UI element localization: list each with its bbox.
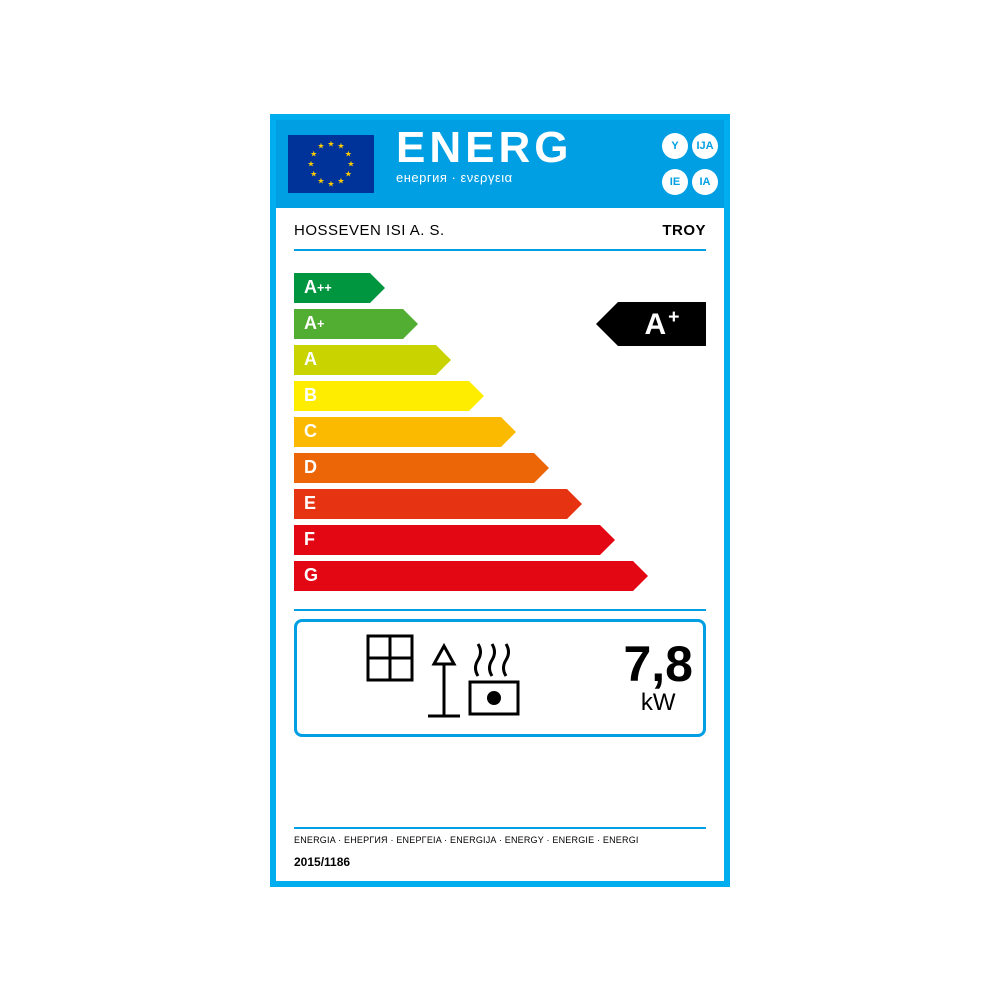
scale-row: G: [294, 561, 706, 591]
lang-badge: IJA: [692, 133, 718, 159]
scale-class-label: G: [294, 561, 633, 591]
scale-class-label: D: [294, 453, 534, 483]
energ-subtitle: енергия · ενεργεια: [396, 170, 646, 185]
output-number: 7,8: [623, 639, 693, 689]
lang-badge: Y: [662, 133, 688, 159]
scale-class-label: A+: [294, 309, 403, 339]
scale-class-label: C: [294, 417, 501, 447]
rating-value: A+: [644, 306, 679, 342]
scale-class-label: A++: [294, 273, 370, 303]
model-name: TROY: [662, 222, 706, 239]
lang-badge: IA: [692, 169, 718, 195]
heater-pictograms: [307, 622, 595, 734]
regulation-number: 2015/1186: [294, 849, 706, 869]
output-value-block: 7,8 kW: [623, 639, 693, 717]
supplier-row: HOSSEVEN ISI A. S. TROY: [294, 208, 706, 249]
heater-icon: [366, 634, 536, 720]
eu-flag: ★★★★★★★★★★★★: [288, 135, 374, 193]
scale-class-label: B: [294, 381, 469, 411]
lang-badge: IE: [662, 169, 688, 195]
scale-class-label: A: [294, 345, 436, 375]
rating-pointer: A+: [618, 302, 706, 346]
scale-row: C: [294, 417, 706, 447]
scale-row: A: [294, 345, 706, 375]
heat-output-box: 7,8 kW: [294, 619, 706, 737]
scale-row: A++: [294, 273, 706, 303]
scale-row: B: [294, 381, 706, 411]
energy-label: ★★★★★★★★★★★★ ENERG енергия · ενεργεια YI…: [270, 114, 730, 887]
divider-mid: [294, 609, 706, 611]
lang-badges: YIJAIEIA: [656, 120, 724, 208]
scale-class-label: E: [294, 489, 567, 519]
scale-row: D: [294, 453, 706, 483]
output-unit: kW: [623, 689, 693, 717]
footer-langs: ENERGIA · ЕНЕРГИЯ · ΕΝΕΡΓΕΙΑ · ENERGIJA …: [294, 827, 706, 849]
spacer: [294, 737, 706, 827]
efficiency-scale: A++ A+ ABCDEFG A+: [294, 251, 706, 609]
energ-title: ENERG: [396, 126, 646, 170]
scale-row: F: [294, 525, 706, 555]
label-header: ★★★★★★★★★★★★ ENERG енергия · ενεργεια YI…: [276, 120, 724, 208]
supplier-name: HOSSEVEN ISI A. S.: [294, 222, 445, 239]
label-body: HOSSEVEN ISI A. S. TROY A++ A+ ABCDEFG A+: [276, 208, 724, 881]
title-box: ENERG енергия · ενεργεια: [386, 120, 656, 208]
eu-flag-box: ★★★★★★★★★★★★: [276, 120, 386, 208]
scale-class-label: F: [294, 525, 600, 555]
scale-row: E: [294, 489, 706, 519]
